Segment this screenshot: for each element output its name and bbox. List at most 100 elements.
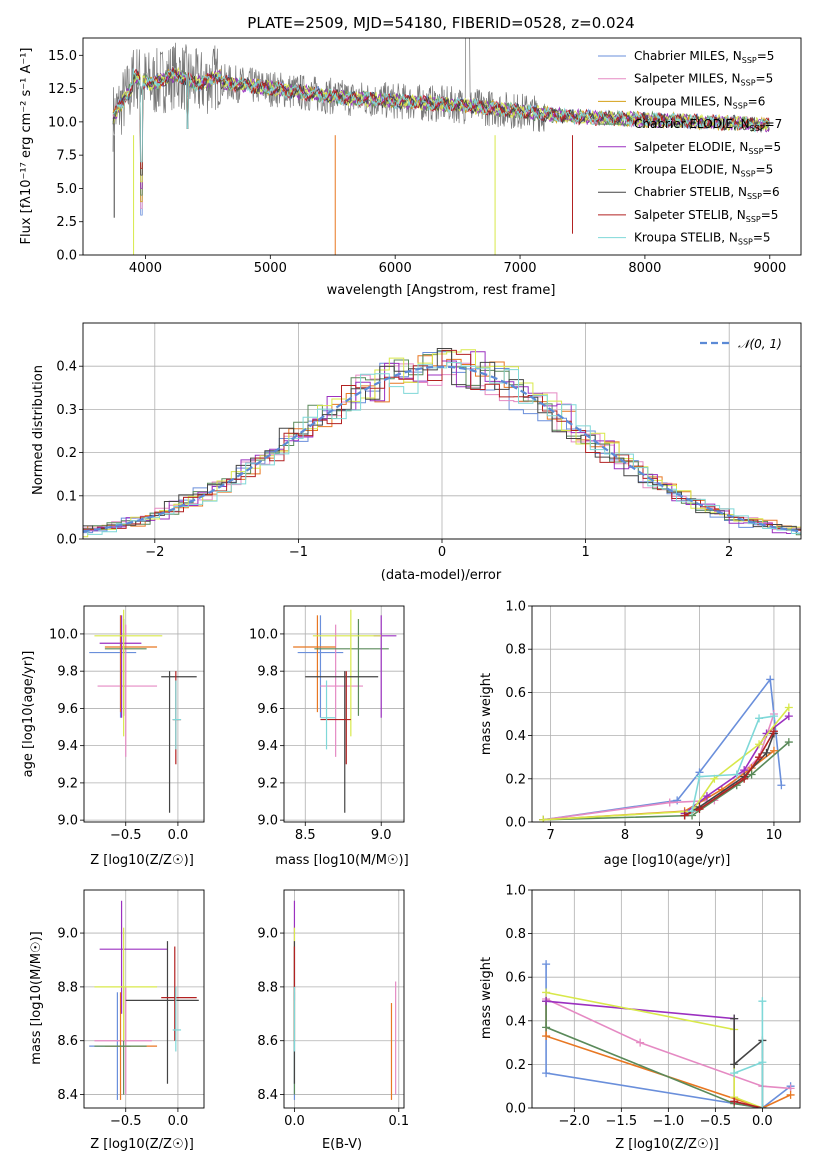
age_vs_Z-points — [89, 609, 197, 813]
spectrum-ylabel: Flux [fλ10⁻¹⁷ erg cm⁻² s⁻¹ A⁻¹] — [19, 48, 34, 245]
spectrum-frame — [82, 37, 802, 256]
mass-vs-Z-ylabel: mass [log10(M/M☉)] — [29, 931, 44, 1064]
massweight_vs_Z-axes: −2.0 −1.5 −1.0 −0.5 0.0 0.0 0.2 0.4 0.6 0.8 1.0 — [505, 884, 800, 1129]
massweight_vs_age-marker-4-1 — [702, 792, 711, 801]
massweight_vs_age-marker-7-1 — [695, 805, 704, 814]
massweight_vs_Z-marker-2-1 — [542, 1032, 551, 1041]
age_vs_Z-ytick-label-5: 10.0 — [49, 627, 78, 642]
massweight_vs_Z-marker-3-1 — [542, 1023, 551, 1032]
age_vs_mass-xtick-label-1: 9.0 — [371, 828, 392, 843]
mass_vs_EBV-ytick-label-1: 8.6 — [257, 1034, 278, 1049]
age_vs_Z-ytick-label-1: 9.2 — [57, 776, 78, 791]
age_vs_Z-xtick-label-0: −0.5 — [110, 828, 142, 843]
spectrum-legend-sub-2: SSP — [733, 101, 748, 110]
massweight-vs-age-ylabel: mass weight — [479, 673, 494, 755]
spectrum-legend-label-6: Chabrier STELIB, NSSP=6 — [634, 185, 780, 201]
spectrum-legend-label-4: Salpeter ELODIE, NSSP=5 — [634, 140, 781, 156]
massweight_vs_age-ytick-label-0: 0.0 — [505, 816, 526, 831]
age_vs_mass-frame — [283, 605, 405, 823]
massweight_vs_Z-marker-8-3 — [758, 1104, 767, 1108]
mass_vs_Z-frame — [83, 889, 205, 1109]
massweight_vs_age-frame — [531, 605, 801, 823]
massweight-vs-Z-xlabel: Z [log10(Z/Z☉)] — [615, 1137, 719, 1152]
spectrum-axes: 4000 5000 6000 7000 8000 9000 0.0 2.5 5.0 7.5 10.0… — [48, 49, 786, 276]
spectrum-legend-tail-3: =7 — [765, 117, 783, 131]
age_vs_mass-ytick-label-1: 9.2 — [257, 776, 278, 791]
spectrum-model-line-8 — [112, 68, 770, 163]
massweight_vs_age-marker-5-0 — [539, 815, 548, 822]
massweight_vs_age-ytick-label-5: 1.0 — [505, 600, 526, 615]
spectrum-xtick-label-3: 7000 — [503, 261, 536, 276]
residuals-hist-6 — [83, 348, 801, 530]
spectrum-legend-sub-7: SSP — [746, 215, 761, 224]
massweight_vs_Z-xtick-label-0: −2.0 — [559, 1114, 591, 1129]
mass_vs_Z-points — [89, 900, 199, 1100]
residuals-hist-7 — [83, 349, 801, 535]
massweight_vs_Z-marker-0-2 — [542, 1069, 551, 1078]
mass_vs_EBV-frame — [283, 889, 405, 1109]
massweight_vs_Z-xtick-label-1: −1.5 — [606, 1114, 638, 1129]
residuals-xtick-label-0: −2 — [145, 545, 164, 560]
spectrum-legend-label-5: Kroupa ELODIE, NSSP=5 — [634, 163, 773, 179]
spectrum-ytick-label-6: 15.0 — [48, 49, 77, 64]
age_vs_Z-ytick-label-4: 9.8 — [57, 665, 78, 680]
residuals-ylabel: Normed distribution — [31, 365, 46, 495]
residuals-ytick-label-1: 0.1 — [56, 489, 77, 504]
massweight_vs_age-ytick-label-2: 0.4 — [505, 729, 526, 744]
mass_vs_EBV-ytick-label-2: 8.8 — [257, 980, 278, 995]
spectrum-legend: Chabrier MILES, NSSP=5 Salpeter MILES, NS… — [598, 49, 782, 247]
residuals-xlabel: (data-model)/error — [381, 568, 502, 583]
age_vs_mass-axes: 8.5 9.0 9.0 9.2 9.4 9.6 9.8 10.0 — [249, 606, 404, 843]
spectrum-xlabel: wavelength [Angstrom, rest frame] — [327, 283, 556, 298]
spectrum-xtick-label-2: 6000 — [379, 261, 412, 276]
spectrum-legend-tail-8: =5 — [753, 231, 771, 245]
mass_vs_Z-xtick-label-0: −0.5 — [110, 1114, 142, 1129]
massweight_vs_age-marker-8-4 — [769, 712, 778, 721]
age_vs_Z-axes: −0.5 0.0 9.0 9.2 9.4 9.6 9.8 10.0 — [49, 606, 204, 843]
massweight_vs_age-marker-2-4 — [769, 746, 778, 755]
massweight_vs_age-xtick-label-1: 8 — [621, 828, 629, 843]
spectrum-title: PLATE=2509, MJD=54180, FIBERID=0528, z=0… — [247, 14, 634, 32]
mass-vs-Z-xlabel: Z [log10(Z/Z☉)] — [90, 1137, 194, 1152]
age_vs_mass-points — [293, 609, 397, 813]
massweight_vs_Z-series-3 — [545, 1001, 763, 1108]
spectrum-ytick-label-0: 0.0 — [56, 249, 77, 264]
massweight_vs_age-marker-4-4 — [784, 712, 793, 721]
massweight_vs_age-marker-3-3 — [747, 770, 756, 779]
spectrum-ytick-label-5: 12.5 — [48, 82, 77, 97]
massweight_vs_Z-marker-8-0 — [730, 1069, 739, 1078]
mass_vs_Z-ytick-label-0: 8.4 — [57, 1088, 78, 1103]
residuals-gaussian-curve — [83, 365, 801, 533]
spectrum-ytick-label-1: 2.5 — [56, 215, 77, 230]
spectrum-ytick-label-3: 7.5 — [56, 149, 77, 164]
spectrum-legend-label-7: Salpeter STELIB, NSSP=5 — [634, 208, 778, 224]
age_vs_mass-ytick-label-3: 9.6 — [257, 702, 278, 717]
residuals-legend-label: 𝒩(0, 1) — [738, 337, 782, 351]
mass_vs_Z-xtick-label-1: 0.0 — [168, 1114, 189, 1129]
massweight_vs_Z-ytick-label-4: 0.8 — [505, 927, 526, 942]
massweight_vs_age-marker-7-3 — [755, 753, 764, 762]
massweight_vs_age-ytick-label-3: 0.6 — [505, 686, 526, 701]
residuals-xtick-label-3: 1 — [581, 545, 589, 560]
age_vs_Z-ytick-label-3: 9.6 — [57, 702, 78, 717]
massweight_vs_age-xtick-label-2: 9 — [695, 828, 703, 843]
spectrum-legend-sub-5: SSP — [741, 170, 756, 179]
spectrum-legend-sub-0: SSP — [742, 56, 757, 65]
spectrum-legend-sub-8: SSP — [738, 238, 753, 247]
massweight_vs_Z-series-1 — [545, 998, 791, 1090]
massweight_vs_Z-marker-7-0 — [730, 1097, 739, 1106]
residuals-xtick-label-1: −1 — [289, 545, 308, 560]
age-vs-Z-ylabel: age [log10(age/yr)] — [21, 651, 36, 778]
spectrum-xtick-label-5: 9000 — [753, 261, 786, 276]
spectrum-legend-tail-4: =5 — [763, 140, 781, 154]
residuals-xtick-label-4: 2 — [725, 545, 733, 560]
spectrum-legend-sub-4: SSP — [748, 147, 763, 156]
spectrum-legend-tail-7: =5 — [761, 208, 779, 222]
massweight_vs_Z-ytick-label-3: 0.6 — [505, 971, 526, 986]
age_vs_mass-ytick-label-4: 9.8 — [257, 665, 278, 680]
massweight-vs-Z-ylabel: mass weight — [479, 957, 494, 1039]
massweight_vs_Z-marker-8-2 — [758, 997, 767, 1006]
massweight_vs_age-marker-7-4 — [769, 727, 778, 736]
age_vs_Z-ytick-label-0: 9.0 — [57, 814, 78, 829]
residuals-ytick-label-3: 0.3 — [56, 403, 77, 418]
